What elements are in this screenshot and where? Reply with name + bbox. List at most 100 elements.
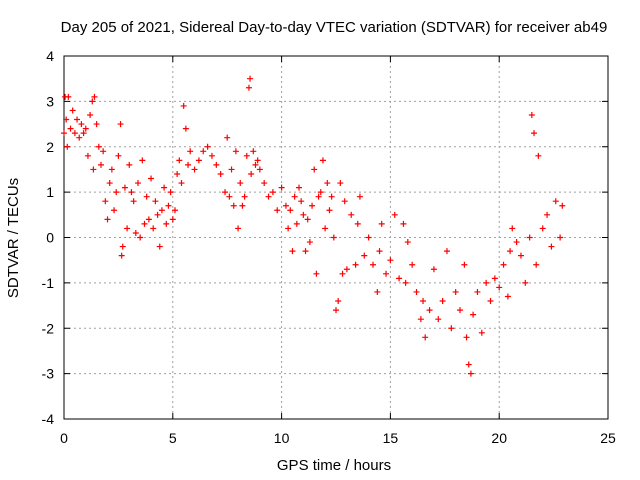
sdtvar-scatter-chart: 0 5 10 15 20 25-4-3-2-101234 Day 205 of 2021,… bbox=[0, 0, 640, 480]
data-point bbox=[285, 225, 291, 231]
data-point bbox=[146, 216, 152, 222]
data-point bbox=[237, 180, 243, 186]
data-points bbox=[61, 76, 565, 377]
data-point bbox=[527, 235, 533, 241]
data-point bbox=[261, 180, 267, 186]
data-point bbox=[553, 198, 559, 204]
data-point bbox=[531, 130, 537, 136]
data-point bbox=[305, 216, 311, 222]
data-point bbox=[298, 198, 304, 204]
data-point bbox=[431, 266, 437, 272]
data-point bbox=[68, 126, 74, 132]
data-point bbox=[100, 148, 106, 154]
data-point bbox=[311, 166, 317, 172]
data-point bbox=[296, 185, 302, 191]
data-point bbox=[170, 216, 176, 222]
data-point bbox=[98, 162, 104, 168]
data-point bbox=[479, 330, 485, 336]
data-point bbox=[420, 298, 426, 304]
data-point bbox=[163, 221, 169, 227]
data-point bbox=[487, 298, 493, 304]
data-point bbox=[233, 148, 239, 154]
chart-title: Day 205 of 2021, Sidereal Day-to-day VTE… bbox=[61, 19, 608, 36]
data-point bbox=[209, 153, 215, 159]
data-point bbox=[107, 180, 113, 186]
data-point bbox=[294, 221, 300, 227]
data-point bbox=[72, 130, 78, 136]
data-point bbox=[118, 121, 124, 127]
data-point bbox=[120, 244, 126, 250]
data-point bbox=[133, 230, 139, 236]
data-point bbox=[222, 189, 228, 195]
data-point bbox=[466, 362, 472, 368]
data-point bbox=[342, 198, 348, 204]
data-point bbox=[522, 280, 528, 286]
data-point bbox=[309, 203, 315, 209]
data-point bbox=[155, 212, 161, 218]
data-point bbox=[165, 203, 171, 209]
data-point bbox=[559, 203, 565, 209]
data-point bbox=[85, 153, 91, 159]
data-point bbox=[427, 307, 433, 313]
y-tick-label: 3 bbox=[46, 93, 54, 109]
data-point bbox=[218, 171, 224, 177]
data-point bbox=[533, 262, 539, 268]
data-point bbox=[205, 144, 211, 150]
data-point bbox=[557, 235, 563, 241]
data-point bbox=[387, 257, 393, 263]
data-point bbox=[139, 157, 145, 163]
data-point bbox=[200, 148, 206, 154]
data-point bbox=[483, 280, 489, 286]
data-point bbox=[507, 248, 513, 254]
y-tick-label: 4 bbox=[46, 48, 54, 64]
data-point bbox=[300, 212, 306, 218]
data-point bbox=[435, 316, 441, 322]
data-point bbox=[87, 112, 93, 118]
data-point bbox=[270, 189, 276, 195]
data-point bbox=[111, 207, 117, 213]
data-point bbox=[374, 289, 380, 295]
data-point bbox=[361, 253, 367, 259]
data-point bbox=[414, 289, 420, 295]
data-point bbox=[126, 162, 132, 168]
data-point bbox=[400, 221, 406, 227]
data-point bbox=[246, 85, 252, 91]
data-point bbox=[505, 293, 511, 299]
data-point bbox=[326, 207, 332, 213]
data-point bbox=[122, 185, 128, 191]
data-point bbox=[518, 253, 524, 259]
axis-ticks: 0 5 10 15 20 25-4-3-2-101234 bbox=[42, 48, 616, 446]
data-point bbox=[181, 103, 187, 109]
data-point bbox=[540, 225, 546, 231]
x-tick-label: 5 bbox=[169, 430, 177, 446]
data-point bbox=[370, 262, 376, 268]
data-point bbox=[257, 166, 263, 172]
data-point bbox=[320, 157, 326, 163]
data-point bbox=[242, 194, 248, 200]
data-point bbox=[353, 262, 359, 268]
data-point bbox=[187, 148, 193, 154]
data-point bbox=[392, 212, 398, 218]
data-point bbox=[78, 121, 84, 127]
data-point bbox=[70, 107, 76, 113]
data-point bbox=[496, 284, 502, 290]
x-tick-label: 10 bbox=[274, 430, 290, 446]
data-point bbox=[247, 76, 253, 82]
data-point bbox=[448, 325, 454, 331]
data-point bbox=[453, 289, 459, 295]
data-point bbox=[279, 185, 285, 191]
x-tick-label: 15 bbox=[383, 430, 399, 446]
data-point bbox=[529, 112, 535, 118]
data-point bbox=[183, 126, 189, 132]
data-point bbox=[144, 194, 150, 200]
data-point bbox=[548, 244, 554, 250]
data-point bbox=[76, 135, 82, 141]
data-point bbox=[457, 307, 463, 313]
data-point bbox=[492, 275, 498, 281]
data-point bbox=[461, 262, 467, 268]
data-point bbox=[344, 266, 350, 272]
data-point bbox=[514, 239, 520, 245]
y-tick-label: -1 bbox=[42, 275, 55, 291]
data-point bbox=[409, 262, 415, 268]
data-point bbox=[440, 298, 446, 304]
